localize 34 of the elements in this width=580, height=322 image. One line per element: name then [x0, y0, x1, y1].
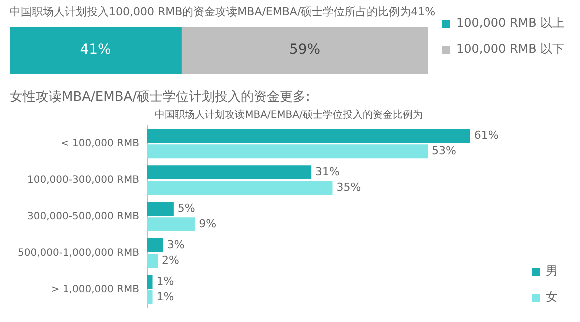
bar	[147, 181, 333, 196]
bar	[147, 166, 312, 180]
legend-label: 100,000 RMB 以上	[456, 16, 565, 30]
chart-subtitle: 中国职场人计划攻读MBA/EMBA/硕士学位投入的资金比例为	[155, 109, 423, 122]
legend-label: 男	[546, 264, 558, 278]
data-label: 31%	[316, 165, 340, 178]
bar	[147, 144, 428, 159]
legend-label: 女	[546, 290, 558, 304]
data-label: 53%	[432, 144, 456, 158]
chart-title: 中国职场人计划投入100,000 RMB的资金攻读MBA/EMBA/硕士学位所占的比例为41%	[10, 5, 436, 18]
bar	[147, 254, 158, 268]
y-tick-label: 300,000-500,000 RMB	[28, 211, 140, 222]
data-label: 3%	[167, 238, 185, 252]
y-tick-label: < 100,000 RMB	[60, 138, 140, 150]
data-label: 41%	[80, 42, 112, 58]
bar	[147, 290, 153, 304]
bar	[147, 218, 196, 232]
data-label: 1%	[156, 274, 174, 288]
bar	[147, 275, 153, 289]
data-label: 2%	[162, 254, 180, 267]
legend-label: 100,000 RMB 以下	[456, 42, 565, 56]
bar	[147, 202, 174, 216]
y-tick-label: > 1,000,000 RMB	[51, 284, 140, 296]
data-label: 9%	[199, 217, 217, 230]
y-tick-label: 100,000-300,000 RMB	[28, 174, 140, 186]
y-tick-label: 500,000-1,000,000 RMB	[18, 248, 140, 259]
data-label: 61%	[474, 128, 499, 142]
data-label: 5%	[178, 202, 196, 215]
bar	[147, 238, 164, 253]
data-label: 35%	[336, 180, 362, 194]
data-label: 59%	[289, 42, 321, 58]
bar	[147, 129, 470, 144]
chart-title: 女性攻读MBA/EMBA/硕士学位计划投入的资金更多:	[10, 90, 310, 106]
data-label: 1%	[156, 290, 174, 304]
